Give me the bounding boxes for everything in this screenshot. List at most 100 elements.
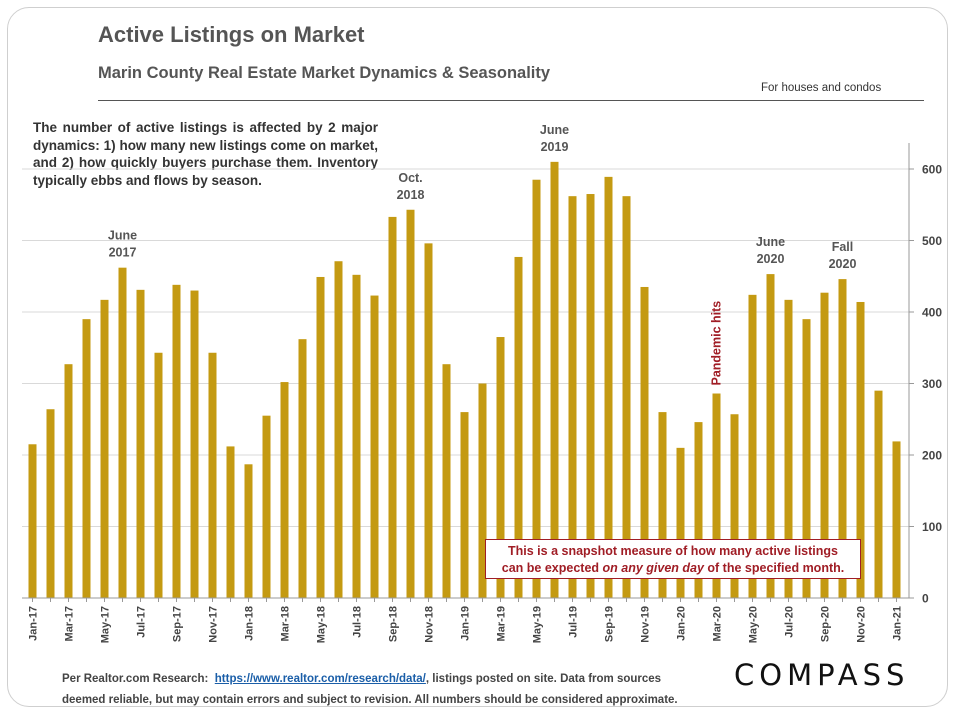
bar (604, 176, 613, 599)
snapshot-callout: This is a snapshot measure of how many a… (485, 539, 861, 579)
x-tick-label: Jul-18 (352, 606, 364, 638)
callout-line-2-after: of the specified month. (703, 561, 845, 575)
x-tick-label: Jul-19 (568, 606, 580, 638)
x-tick-label: May-19 (532, 606, 544, 643)
x-tick-label: Sep-18 (388, 606, 400, 642)
callout-line-1: This is a snapshot measure of how many a… (508, 544, 838, 558)
x-tick-label: Jan-19 (460, 606, 472, 641)
bar (820, 292, 829, 598)
bar (568, 196, 577, 599)
source-footer: Per Realtor.com Research: https://www.re… (62, 669, 702, 711)
bar (712, 393, 721, 598)
bar (190, 290, 199, 598)
bar (298, 339, 307, 598)
x-tick-label: Jan-18 (244, 606, 256, 641)
compass-logo: COMPASS (734, 658, 910, 692)
bar (802, 319, 811, 598)
x-tick-label: Jan-20 (676, 606, 688, 641)
bar (280, 382, 289, 598)
intro-text: The number of active listings is affecte… (33, 120, 378, 188)
bar (370, 295, 379, 598)
bar (550, 161, 559, 598)
bar (316, 276, 325, 598)
x-tick-label: Nov-19 (640, 606, 652, 643)
x-tick-label: Jan-21 (892, 606, 904, 641)
bar (100, 299, 109, 598)
bar (64, 364, 73, 598)
bar (460, 412, 469, 598)
callout-emphasis: on any given day (602, 561, 704, 575)
bar (658, 412, 667, 598)
annotation-label: 2018 (397, 188, 425, 202)
footer-prefix: Per Realtor.com Research: (62, 673, 209, 685)
annotation-label: June (108, 229, 137, 243)
y-tick-label: 0 (922, 592, 929, 606)
bar (244, 464, 253, 598)
bar (856, 301, 865, 598)
footer-line-1: Per Realtor.com Research: https://www.re… (62, 669, 702, 690)
annotation-label: 2020 (829, 257, 857, 271)
x-tick-label: May-20 (748, 606, 760, 643)
bar (262, 415, 271, 598)
bar (172, 284, 181, 598)
annotations: June 2017 Oct. 2018 June 2019 June 2020 Fall 2020… (108, 123, 857, 386)
bar (82, 319, 91, 598)
y-tick-label: 100 (922, 520, 942, 534)
y-tick-labels: 0 100 200 300 400 500 600 (922, 163, 942, 606)
x-tick-label: Jul-17 (136, 606, 148, 638)
bar-series (28, 161, 901, 599)
y-tick-label: 600 (922, 163, 942, 177)
scope-note: For houses and condos (761, 82, 882, 94)
bar (892, 441, 901, 598)
callout-line-2: can be expected on any given day of the … (486, 560, 860, 577)
callout-line-2-before: can be expected (501, 561, 603, 575)
x-tick-label: Mar-20 (712, 606, 724, 641)
x-tick-label: May-18 (316, 606, 328, 643)
y-tick-label: 500 (922, 234, 942, 248)
x-tick-label: Jan-17 (28, 606, 40, 641)
bar (694, 422, 703, 598)
x-tick-label: Nov-20 (856, 606, 868, 643)
x-tick-label: Jul-20 (784, 606, 796, 638)
footer-suffix: , listings posted on site. Data from sou… (425, 673, 662, 685)
y-tick-label: 200 (922, 449, 942, 463)
bar (766, 274, 775, 598)
bar (208, 352, 217, 598)
x-tick-label: May-17 (100, 606, 112, 643)
bar (28, 444, 37, 598)
bar (352, 274, 361, 598)
annotation-label: 2020 (757, 252, 785, 266)
bar (226, 446, 235, 598)
bar (46, 409, 55, 598)
x-tick-label: Nov-18 (424, 606, 436, 643)
annotation-pandemic: Pandemic hits (710, 301, 724, 386)
bar (784, 299, 793, 598)
chart-title: Active Listings on Market (98, 22, 365, 47)
x-tick-labels: Jan-17 Mar-17 May-17 Jul-17 Sep-17 Nov-17 Jan-… (28, 606, 904, 643)
bar (676, 447, 685, 598)
axes (22, 143, 914, 602)
x-tick-label: Mar-18 (280, 606, 292, 641)
bar (640, 286, 649, 598)
bar (154, 352, 163, 598)
annotation-label: Fall (832, 240, 854, 254)
x-tick-label: Sep-20 (820, 606, 832, 642)
bar (496, 337, 505, 598)
bar (622, 196, 631, 599)
bar (424, 243, 433, 599)
annotation-label: 2019 (541, 140, 569, 154)
x-tick-label: Sep-17 (172, 606, 184, 642)
bar (442, 364, 451, 598)
bar (118, 267, 127, 598)
footer-line-2: deemed reliable, but may contain errors … (62, 694, 678, 706)
annotation-label: 2017 (109, 246, 137, 260)
bar (334, 261, 343, 598)
bar (874, 390, 883, 598)
y-tick-label: 300 (922, 377, 942, 391)
source-link[interactable]: https://www.realtor.com/research/data/ (214, 673, 426, 685)
x-tick-label: Mar-19 (496, 606, 508, 641)
bar (514, 256, 523, 598)
chart-subtitle: Marin County Real Estate Market Dynamics… (98, 64, 551, 82)
bar (730, 414, 739, 598)
